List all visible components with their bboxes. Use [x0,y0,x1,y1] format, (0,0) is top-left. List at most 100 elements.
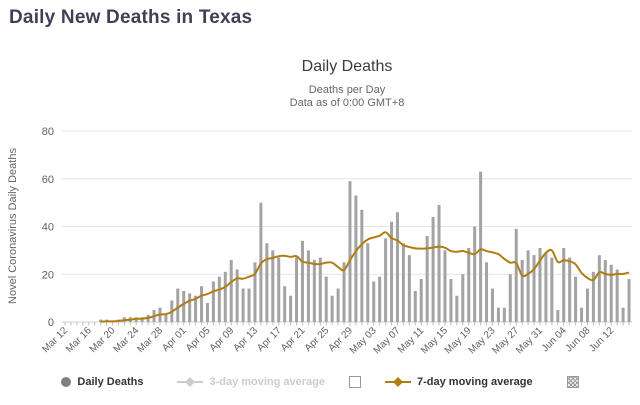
bar [591,271,595,322]
bar [443,250,447,322]
bar [627,279,631,322]
bar [306,250,310,322]
legend-item-3day-average[interactable]: 3-day moving average [177,376,325,388]
bar [425,236,429,322]
bar [490,288,494,322]
x-tick-label: Mar 24 [112,325,142,355]
x-tick-label: Apr 25 [303,325,332,354]
bar [437,205,441,322]
bar [140,317,144,322]
legend-label-7day-average: 7-day moving average [417,376,533,388]
bar [176,288,180,322]
page-title: Daily New Deaths in Texas [9,7,253,28]
bar [318,257,322,322]
y-axis-title: Novel Coronavirus Daily Deaths [7,148,19,304]
bar [300,240,304,322]
bar [200,286,204,322]
bar [461,274,465,322]
bar [562,247,566,322]
legend-label-daily-deaths: Daily Deaths [77,376,144,388]
bar [354,195,358,322]
bar [289,295,293,322]
bar [585,288,589,322]
bar [455,295,459,322]
x-tick-label: Apr 13 [231,325,260,354]
x-tick-label: Apr 17 [255,325,284,354]
bar [283,286,287,322]
y-tick-label: 60 [42,174,54,186]
bar [496,307,500,322]
bar [253,262,257,322]
daily-deaths-marker-icon [61,377,72,387]
x-tick-label: Jun 08 [564,325,593,354]
x-tick-label: Apr 21 [279,325,308,354]
bar [621,307,625,322]
bar [312,259,316,322]
x-tick-label: Jun 04 [540,325,569,354]
bar [597,255,601,322]
bar [574,276,578,322]
x-tick-label: Apr 05 [184,325,213,354]
bar [324,276,328,322]
chart-legend: Daily Deaths 3-day moving average 7-day … [0,376,640,388]
x-tick-label: Jun 12 [587,325,616,354]
bar [342,262,346,322]
bar [229,259,233,322]
bar [188,293,192,322]
y-tick-label: 80 [42,126,54,138]
legend-item-daily-deaths[interactable]: Daily Deaths [61,376,143,388]
bar [241,288,245,322]
bar [413,290,417,322]
bar [348,181,352,322]
x-tick-label: Mar 28 [135,325,165,355]
x-tick-label: Apr 01 [160,325,189,354]
bar [395,212,399,322]
chart-subtitle-line1: Deaths per Day [308,84,386,96]
x-tick-label: Mar 12 [40,325,70,355]
bar [211,281,215,322]
legend-item-7day-average[interactable]: 7-day moving average [385,376,533,388]
bar [235,269,239,322]
chart-subtitle-line2: Data as of 0:00 GMT+8 [289,97,405,109]
bar [419,279,423,322]
bar [247,288,251,322]
bar [520,259,524,322]
bar [508,274,512,322]
bar [223,271,227,322]
bar [182,290,186,322]
bar [485,262,489,322]
y-tick-label: 0 [48,317,54,329]
x-tick-label: May 31 [514,325,545,356]
3day-checkbox-unchecked[interactable] [349,376,362,388]
bar [556,310,560,322]
bar [390,221,394,322]
bar [479,171,483,322]
bar [544,252,548,322]
x-tick-label: Apr 09 [208,325,237,354]
bar [271,250,275,322]
y-tick-label: 20 [42,269,54,281]
bar [550,257,554,322]
bar [407,255,411,322]
7day-line-marker-icon [385,377,412,387]
bar [502,307,506,322]
bar [538,247,542,322]
bar [217,276,221,322]
bar [514,228,518,322]
bar [526,250,530,322]
bar [295,257,299,322]
bar [467,247,471,322]
7day-moving-average-line [100,231,630,323]
bar [265,243,269,322]
bar [194,295,198,322]
bar [568,257,572,322]
3day-line-marker-icon [177,377,204,387]
bar [473,226,477,322]
bar [330,295,334,322]
bar [277,257,281,322]
bar [164,314,168,322]
7day-checkbox-checked[interactable] [566,376,579,388]
bar [603,259,607,322]
x-tick-label: Mar 16 [64,325,94,355]
